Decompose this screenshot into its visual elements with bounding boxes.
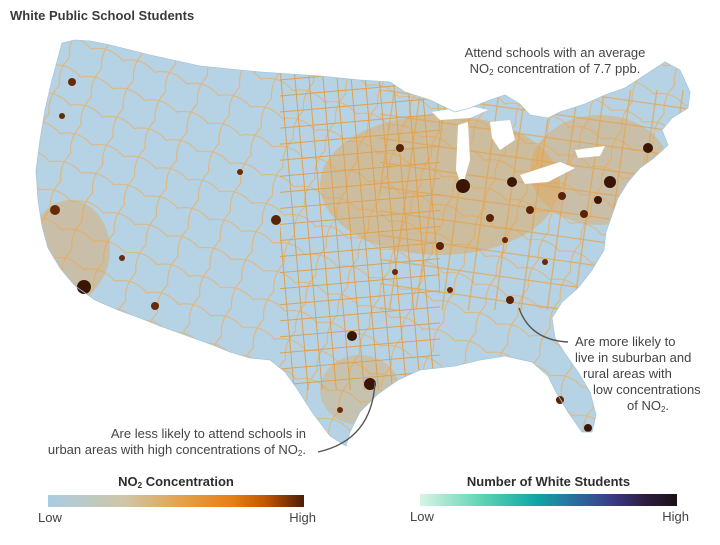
hotspot-indianapolis	[486, 214, 494, 222]
annotation-suburban-line2: live in suburban and	[575, 350, 692, 365]
hotspot-oklahoma-city	[392, 269, 398, 275]
hotspot-cincinnati	[502, 237, 508, 243]
hotspot-pittsburgh	[558, 192, 566, 200]
urban-hotspots	[50, 78, 653, 432]
annotation-average: Attend schools with an average NO2 conce…	[425, 45, 685, 81]
annotation-urban-line2: urban areas with high concentrations of …	[47, 442, 306, 458]
hotspot-seattle	[68, 78, 76, 86]
hotspot-chicago	[456, 179, 470, 193]
hotspot-st-louis	[436, 242, 444, 250]
hotspot-san-antonio	[337, 407, 343, 413]
hotspot-minneapolis	[396, 144, 404, 152]
hotspot-miami	[584, 424, 592, 432]
hotspot-phoenix	[151, 302, 159, 310]
legend-students-low: Low	[410, 509, 434, 524]
hotspot-portland	[59, 113, 65, 119]
annotation-average-line2: NO2 concentration of 7.7 ppb.	[469, 61, 641, 77]
legend-no2-low: Low	[38, 510, 62, 525]
hotspot-memphis	[447, 287, 453, 293]
legend-students-title: Number of White Students	[466, 474, 631, 489]
legend-no2: NO2 Concentration Low High	[38, 474, 316, 526]
annotation-urban: Are less likely to attend schools in urb…	[18, 426, 306, 462]
legend-no2-colorbar	[48, 495, 304, 507]
hotspot-new-york	[604, 176, 616, 188]
texas-density	[320, 355, 400, 425]
leader-line-right	[518, 307, 569, 343]
hotspot-atlanta	[506, 296, 514, 304]
hotspot-detroit	[507, 177, 517, 187]
us-map	[35, 39, 691, 453]
hotspot-philadelphia	[594, 196, 602, 204]
legend-no2-high: High	[289, 510, 316, 525]
annotation-suburban-line5: of NO2.	[627, 398, 670, 414]
annotation-suburban-line4: low concentrations	[593, 382, 701, 397]
map-title: White Public School Students	[10, 8, 195, 23]
hotspot-houston	[364, 378, 376, 390]
hotspot-las-vegas	[119, 255, 125, 261]
legend-students-colorbar	[420, 494, 677, 506]
hotspot-los-angeles	[77, 280, 91, 294]
hotspot-columbus	[526, 206, 534, 214]
california-density	[36, 200, 110, 300]
annotation-suburban-line1: Are more likely to	[575, 334, 676, 349]
leader-line-left	[317, 381, 376, 453]
annotation-average-line1: Attend schools with an average	[464, 45, 646, 60]
hotspot-dallas	[347, 331, 357, 341]
great-lakes	[432, 106, 605, 188]
hotspot-charlotte	[542, 259, 548, 265]
hotspot-salt-lake	[237, 169, 243, 175]
hotspot-denver	[271, 215, 281, 225]
hotspot-san-francisco	[50, 205, 60, 215]
hotspot-baltimore	[580, 210, 588, 218]
map-svg	[35, 39, 691, 453]
annotation-suburban-line3: rural areas with	[583, 366, 672, 381]
legend-students-high: High	[662, 509, 689, 524]
annotation-suburban: Are more likely to live in suburban and …	[575, 334, 720, 418]
annotation-urban-line1: Are less likely to attend schools in	[110, 426, 306, 441]
midwest-density	[320, 115, 560, 255]
legend-students: Number of White Students Low High	[410, 474, 689, 525]
legend-no2-title: NO2 Concentration	[118, 474, 234, 490]
hotspot-boston	[643, 143, 653, 153]
